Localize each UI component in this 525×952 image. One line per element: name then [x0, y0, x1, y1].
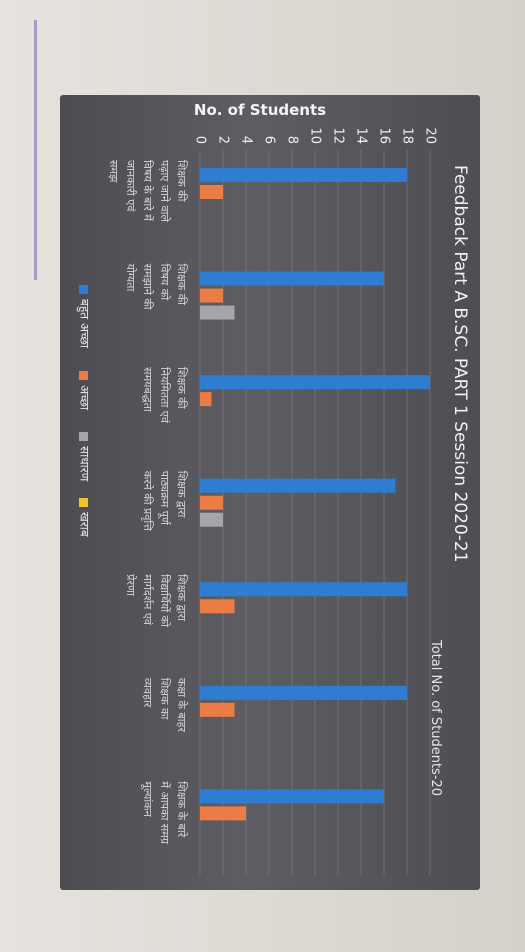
chart-panel: 0 2 4 6 8 10 12 14 16 18 20 शिक्षक की पढ़ाए जाने वा…: [60, 95, 480, 890]
bar: [200, 685, 407, 700]
tick-labels: 0 2 4 6 8 10 12 14 16 18 20: [193, 127, 438, 144]
category-label: शिक्षक की: [175, 160, 188, 202]
category-labels: शिक्षक की पढ़ाए जाने वाले विषय के बारे में…: [107, 160, 188, 845]
category-label: व्यवहार: [141, 678, 154, 708]
legend-label: बहुत अच्छा: [77, 299, 92, 349]
bar: [200, 168, 407, 182]
tick-label: 20: [423, 127, 438, 144]
tick-label: 14: [354, 127, 369, 144]
bar: [200, 599, 235, 614]
legend: बहुत अच्छा अच्छा साधारण खराब: [77, 285, 92, 538]
bars: [200, 168, 430, 821]
category-label: शिक्षक का: [158, 678, 171, 720]
chart-title: Feedback Part A B.SC. PART 1 Session 202…: [450, 165, 470, 563]
category-label: मार्गदर्शन एवं: [141, 574, 154, 626]
bar: [200, 789, 384, 804]
bar: [200, 512, 223, 527]
axis-label-x: No. of Students: [194, 101, 326, 119]
bar: [200, 702, 235, 717]
legend-label: साधारण: [78, 446, 92, 482]
category-label: समयबद्धता: [141, 367, 154, 412]
legend-label: अच्छा: [78, 385, 92, 411]
category-label: प्रेरणा: [124, 574, 137, 596]
bar: [200, 582, 407, 597]
category-label: शिक्षक की: [175, 367, 188, 409]
tick-label: 2: [216, 136, 231, 144]
category-label: शिक्षक के बारे: [175, 781, 188, 837]
category-label: जानकारी एवं: [124, 160, 137, 212]
category-label: विषय के बारे में: [141, 160, 154, 221]
feedback-bar-chart: 0 2 4 6 8 10 12 14 16 18 20 शिक्षक की पढ़ाए जाने वा…: [77, 101, 470, 875]
category-label: नियमितता एवं: [158, 367, 171, 424]
grid-lines: [199, 150, 431, 875]
category-label: में आपका समग्र: [158, 781, 171, 844]
bar: [200, 271, 384, 286]
tick-label: 10: [308, 127, 323, 144]
tick-label: 18: [400, 127, 415, 144]
tick-label: 6: [262, 136, 277, 144]
category-label: मूल्यांकन: [140, 781, 154, 817]
category-label: पाठ्यक्रम पूर्ण: [157, 471, 171, 526]
category-label: समझ: [107, 160, 120, 183]
tick-label: 0: [193, 136, 208, 144]
category-label: शिक्षक की: [175, 264, 188, 306]
legend-swatch: [79, 371, 88, 380]
bar: [200, 392, 212, 407]
bar: [200, 185, 223, 199]
bar: [200, 806, 246, 821]
legend-swatch: [79, 498, 88, 507]
chart-subtitle: Total No. of Students-20: [428, 639, 443, 796]
category-label: करने की प्रवृत्ति: [141, 471, 154, 532]
bar: [200, 495, 223, 510]
tick-label: 12: [331, 127, 346, 144]
category-label: योग्यता: [124, 264, 137, 292]
legend-label: खराब: [78, 512, 92, 538]
stamp-mark: [0, 20, 37, 280]
category-label: समझाने की: [141, 264, 154, 310]
category-label: शिक्षक द्वारा: [175, 574, 188, 621]
category-label: विद्यार्थियों को: [158, 574, 171, 627]
tick-label: 8: [285, 136, 300, 144]
category-label: कक्षा के बाहर: [175, 678, 188, 733]
category-label: पढ़ाए जाने वाले: [158, 160, 171, 222]
category-label: विषय को: [158, 264, 171, 301]
tick-label: 16: [377, 127, 392, 144]
legend-swatch: [79, 432, 88, 441]
bar: [200, 478, 396, 493]
category-label: शिक्षक द्वारा: [175, 471, 188, 518]
tick-label: 4: [239, 136, 254, 144]
bar: [200, 305, 235, 320]
legend-swatch: [79, 285, 88, 294]
bar: [200, 288, 223, 303]
bar: [200, 375, 430, 390]
